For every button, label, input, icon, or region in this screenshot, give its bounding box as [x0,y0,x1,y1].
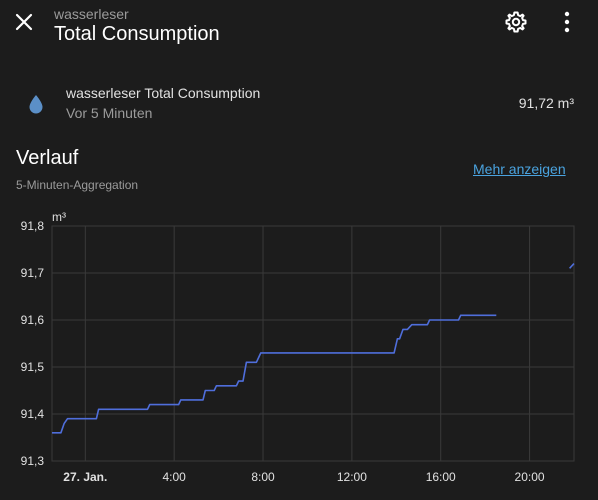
y-tick-label: 91,4 [21,407,45,421]
entity-last-changed: Vor 5 Minuten [66,105,153,121]
plot-border [51,225,575,462]
gear-icon [505,11,527,33]
y-tick-label: 91,3 [21,454,45,468]
dialog-subtitle: wasserleser [54,6,129,22]
series-line [52,314,497,434]
more-vertical-icon [564,11,570,33]
y-tick-label: 91,7 [21,266,45,280]
x-tick-label: 8:00 [251,470,275,484]
y-tick-label: 91,5 [21,360,45,374]
entity-name: wasserleser Total Consumption [66,85,261,101]
water-drop-icon [26,93,46,115]
settings-button[interactable] [502,8,530,36]
dialog-title: Total Consumption [54,23,220,45]
y-axis-unit-label: m³ [52,210,66,224]
history-subtitle: 5-Minuten-Aggregation [16,178,139,192]
y-tick-label: 91,8 [21,219,45,233]
show-more-link[interactable]: Mehr anzeigen [473,161,566,177]
y-tick-label: 91,6 [21,313,45,327]
close-button[interactable] [10,8,38,36]
x-tick-label: 27. Jan. [63,470,107,484]
close-icon [15,13,33,31]
history-chart[interactable]: 91,8 91,7 91,6 91,5 91,4 91,3 m³ 27. Jan. 4:00 8:… [0,205,598,495]
series-line [569,263,575,269]
history-title: Verlauf [16,147,79,169]
x-tick-label: 16:00 [426,470,456,484]
entity-state: 91,72 m³ [518,95,574,111]
x-tick-label: 12:00 [337,470,367,484]
x-tick-label: 4:00 [162,470,186,484]
x-tick-label: 20:00 [515,470,545,484]
more-options-button[interactable] [555,8,579,36]
